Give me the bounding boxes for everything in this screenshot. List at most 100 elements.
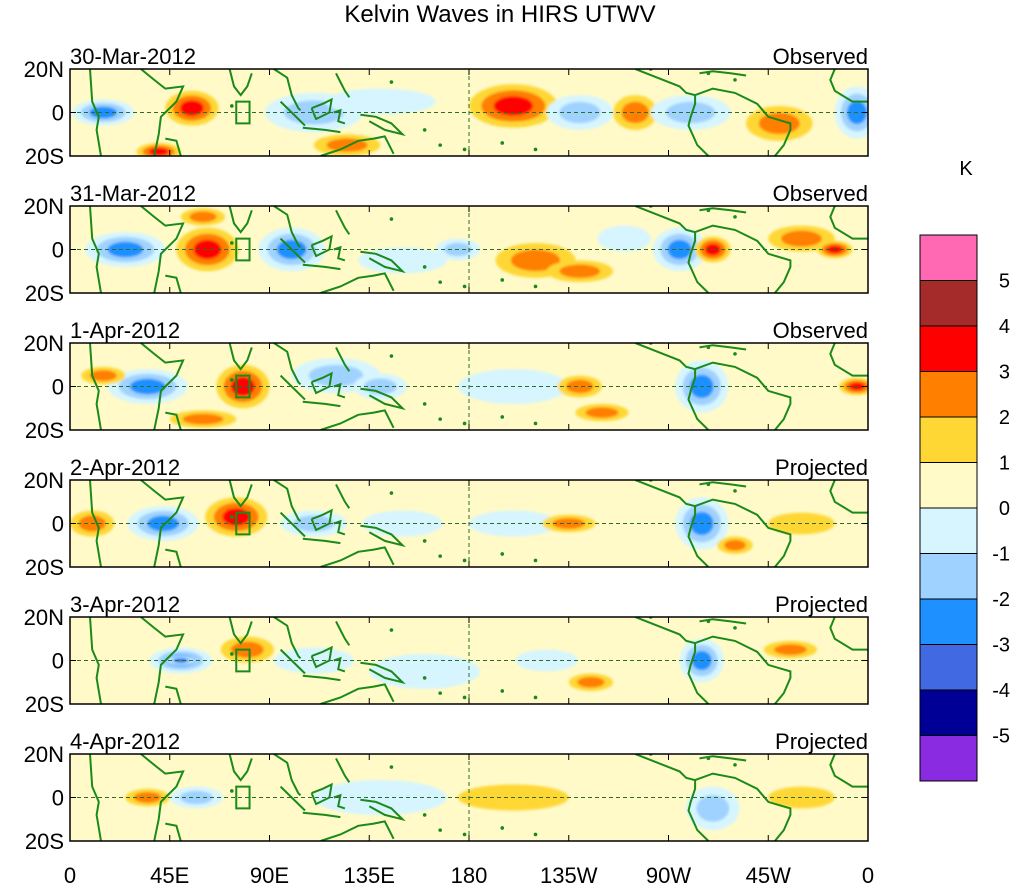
warm-anomaly (546, 260, 614, 283)
cold-anomaly (369, 653, 481, 689)
y-tick-label: 20S (25, 418, 64, 443)
y-tick-label: 0 (52, 786, 64, 811)
cold-anomaly (324, 88, 436, 115)
colorbar-swatch (919, 234, 978, 281)
y-tick-label: 20S (25, 692, 64, 717)
region-box (235, 785, 251, 810)
warm-anomaly (169, 410, 237, 428)
panel-date: 2-Apr-2012 (70, 455, 180, 480)
region-box (235, 511, 251, 536)
colorbar-label: -5 (992, 726, 1010, 748)
map-panel: 20N 0 20S 31-Mar-2012 Observed (24, 181, 869, 306)
chart-title: Kelvin Waves in HIRS UTWV (344, 1, 655, 28)
colorbar-label: -2 (992, 589, 1010, 611)
colorbar: K 5 4 3 2 1 0 -1 -2 -3 -4 -5 (919, 158, 1010, 782)
y-tick-label: 20S (25, 144, 64, 169)
colorbar-swatch (919, 598, 978, 645)
x-tick-label: 135E (344, 863, 395, 887)
map-panel: 20N 0 20S 1-Apr-2012 Observed (24, 318, 869, 443)
panel-status: Projected (775, 592, 868, 617)
cold-anomaly (686, 786, 740, 831)
region-box (235, 648, 251, 673)
warm-anomaly (717, 536, 753, 554)
warm-anomaly (763, 640, 818, 659)
x-tick-label: 0 (862, 863, 874, 887)
coastlines (89, 69, 868, 156)
colorbar-swatch (919, 689, 978, 736)
colorbar-label: 5 (999, 271, 1010, 293)
y-tick-label: 20S (25, 555, 64, 580)
y-tick-label: 20S (25, 281, 64, 306)
y-tick-label: 20S (25, 829, 64, 854)
colorbar-label: 4 (999, 316, 1010, 338)
x-tick-label: 0 (64, 863, 76, 887)
colorbar-swatch (919, 416, 978, 463)
x-tick-label: 45E (150, 863, 189, 887)
cold-anomaly (546, 95, 614, 130)
map-panel: 20N 0 20S 4-Apr-2012 Projected (24, 729, 869, 854)
x-tick-label: 45W (746, 863, 791, 887)
cold-anomaly (650, 95, 731, 130)
y-tick-label: 0 (52, 238, 64, 263)
coastlines (89, 480, 868, 567)
warm-anomaly (165, 90, 219, 126)
colorbar-swatch (919, 280, 978, 327)
coastlines (89, 754, 868, 841)
cold-anomaly (85, 232, 166, 267)
warm-anomaly (81, 366, 126, 385)
colorbar-label: -1 (992, 544, 1010, 566)
coastlines (89, 206, 868, 293)
region-box (235, 237, 251, 262)
colorbar-swatch (919, 507, 978, 554)
map-panel: 20N 0 20S 30-Mar-2012 Observed (24, 44, 869, 169)
colorbar-swatch (919, 325, 978, 372)
warm-anomaly (613, 95, 658, 130)
warm-anomaly (176, 227, 239, 272)
y-tick-label: 0 (52, 649, 64, 674)
colorbar-swatch (919, 735, 978, 782)
x-tick-label: 180 (451, 863, 488, 887)
warm-anomaly (180, 208, 226, 226)
cold-anomaly (597, 225, 651, 252)
panel-date: 30-Mar-2012 (70, 44, 196, 69)
warm-anomaly (468, 84, 558, 128)
warm-anomaly (746, 105, 813, 141)
y-tick-label: 20N (24, 194, 64, 219)
panel-status: Observed (773, 181, 868, 206)
warm-anomaly (136, 142, 181, 156)
map-panel: 20N 0 20S 3-Apr-2012 Projected (24, 592, 869, 717)
panel-date: 4-Apr-2012 (70, 729, 180, 754)
x-axis: 0 45E 90E 135E 180 135W 90W 45W 0 (64, 863, 874, 887)
colorbar-label: 3 (999, 362, 1010, 384)
colorbar-unit: K (959, 158, 973, 180)
colorbar-label: 1 (999, 453, 1010, 475)
panel-status: Observed (773, 318, 868, 343)
panel-status: Projected (775, 455, 868, 480)
coastlines (89, 617, 868, 704)
warm-anomaly (557, 375, 602, 398)
panel-date: 3-Apr-2012 (70, 592, 180, 617)
cold-anomaly (72, 99, 135, 126)
colorbar-label: -4 (992, 680, 1010, 702)
y-tick-label: 20N (24, 57, 64, 82)
colorbar-swatch (919, 371, 978, 418)
colorbar-swatch (919, 462, 978, 509)
y-tick-label: 20N (24, 331, 64, 356)
map-panel: 20N 0 20S 2-Apr-2012 Projected (24, 455, 869, 580)
panel-status: Projected (775, 729, 868, 754)
y-tick-label: 0 (52, 375, 64, 400)
region-box (235, 100, 251, 125)
colorbar-label: -3 (992, 635, 1010, 657)
x-tick-label: 90E (250, 863, 289, 887)
warm-anomaly (575, 403, 629, 422)
colorbar-swatch (919, 553, 978, 600)
warm-anomaly (568, 673, 614, 691)
cold-anomaly (167, 656, 195, 665)
y-tick-label: 20N (24, 605, 64, 630)
y-tick-label: 20N (24, 742, 64, 767)
panel-date: 1-Apr-2012 (70, 318, 180, 343)
colorbar-label: 2 (999, 407, 1010, 429)
coastlines (89, 343, 868, 430)
